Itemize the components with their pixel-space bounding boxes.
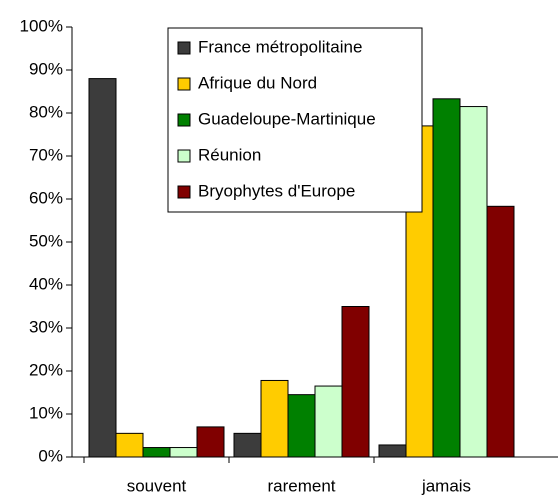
bar <box>432 98 461 458</box>
legend-label: France métropolitaine <box>198 37 362 56</box>
y-tick-label: 20% <box>29 360 63 379</box>
legend-label: Bryophytes d'Europe <box>198 181 355 200</box>
legend-box <box>167 27 423 213</box>
x-tick-label: jamais <box>421 476 471 495</box>
y-tick-label: 70% <box>29 145 63 164</box>
x-tick-label: rarement <box>267 476 335 495</box>
legend-swatch <box>177 113 191 127</box>
y-tick-label: 0% <box>38 446 63 465</box>
y-tick-label: 10% <box>29 403 63 422</box>
bar <box>287 394 316 458</box>
y-tick-label: 60% <box>29 188 63 207</box>
y-tick-label: 90% <box>29 59 63 78</box>
bar <box>314 385 343 458</box>
x-tick-label: souvent <box>127 476 187 495</box>
legend-swatch <box>177 149 191 163</box>
legend-label: Guadeloupe-Martinique <box>198 109 376 128</box>
legend-swatch <box>177 77 191 91</box>
y-tick-label: 40% <box>29 274 63 293</box>
bar <box>196 426 225 458</box>
legend-label: Réunion <box>198 145 261 164</box>
y-tick-label: 50% <box>29 231 63 250</box>
legend-swatch <box>177 185 191 199</box>
y-tick-label: 80% <box>29 102 63 121</box>
legend-label: Afrique du Nord <box>198 73 317 92</box>
bar <box>142 447 171 458</box>
bar <box>341 306 370 458</box>
bar <box>260 379 289 458</box>
y-tick-label: 30% <box>29 317 63 336</box>
bar <box>486 205 515 458</box>
bar <box>233 432 262 458</box>
legend-swatch <box>177 41 191 55</box>
bar <box>378 444 407 458</box>
bar <box>115 432 144 458</box>
bar <box>169 447 198 458</box>
bar <box>88 78 117 458</box>
y-tick-label: 100% <box>20 16 63 35</box>
bar <box>459 106 488 458</box>
